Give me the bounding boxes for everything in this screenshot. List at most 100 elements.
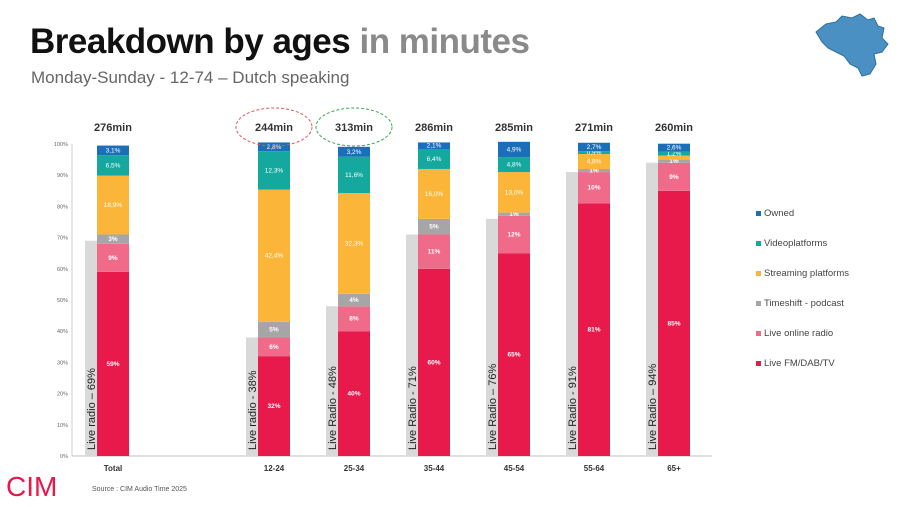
legend-swatch: [756, 211, 761, 216]
segment-value-label: 10%: [587, 185, 600, 192]
segment-value-label: 85%: [667, 320, 680, 327]
x-category-label: 12-24: [264, 464, 285, 473]
total-minutes-label: 313min: [335, 122, 373, 134]
highlight-ellipse: [235, 107, 313, 147]
belgium-map-icon: [815, 13, 889, 77]
segment-value-label: 1%: [509, 211, 519, 218]
legend-label: Streaming platforms: [764, 268, 849, 279]
total-minutes-label: 276min: [94, 122, 132, 134]
x-category-label: 65+: [667, 464, 681, 473]
legend-label: Live FM/DAB/TV: [764, 358, 835, 369]
page-subtitle: Monday-Sunday - 12-74 – Dutch speaking: [31, 68, 350, 87]
bar-segment: [97, 175, 129, 235]
bar-segment: [418, 234, 450, 269]
x-category-label: Total: [104, 464, 123, 473]
bar-segment: [578, 142, 610, 152]
bar-segment: [338, 146, 370, 157]
segment-value-label: 2,6%: [667, 145, 682, 152]
y-tick-label: 80%: [57, 204, 68, 210]
segment-value-label: 6,5%: [106, 162, 121, 169]
bar-segment: [338, 192, 370, 294]
bar-segment: [258, 356, 290, 456]
bar-segment: [258, 189, 290, 322]
segment-value-label: 2,7%: [587, 144, 602, 151]
y-tick-label: 100%: [54, 142, 68, 148]
bar-segment: [418, 268, 450, 456]
legend-label: Videoplatforms: [764, 238, 827, 249]
bar-segment: [658, 190, 690, 457]
bar-segment: [338, 331, 370, 456]
bar-segment: [418, 168, 450, 219]
segment-value-label: 13,0%: [505, 189, 524, 196]
legend-label: Timeshift - podcast: [764, 298, 844, 309]
total-minutes-label: 285min: [495, 122, 533, 134]
segment-value-label: 4,8%: [507, 162, 522, 169]
live-radio-label: Live Radio - 91%: [567, 366, 579, 450]
live-radio-bar: [246, 337, 258, 456]
live-radio-label: Live radio – 69%: [86, 368, 98, 450]
legend-swatch: [756, 301, 761, 306]
live-radio-bar: [85, 240, 97, 456]
segment-value-label: 40%: [347, 391, 360, 398]
bar-segment: [97, 243, 129, 272]
segment-value-label: 4,9%: [507, 146, 522, 153]
total-minutes-label: 286min: [415, 122, 453, 134]
y-tick-label: 30%: [57, 360, 68, 366]
title-main: Breakdown by ages: [30, 22, 351, 61]
live-radio-label: Live Radio – 76%: [487, 364, 499, 450]
bar-segment: [578, 203, 610, 456]
segment-value-label: 16,0%: [425, 191, 444, 198]
page-title: Breakdown by ages in minutes: [30, 22, 530, 62]
bar-segment: [418, 142, 450, 149]
segment-value-label: 12%: [507, 231, 520, 238]
segment-value-label: 2,1%: [427, 143, 442, 150]
segment-value-label: 42,4%: [265, 253, 284, 260]
x-category-label: 35-44: [424, 464, 445, 473]
y-tick-label: 70%: [57, 236, 68, 242]
segment-value-label: 60%: [427, 359, 440, 366]
bar-segment: [498, 253, 530, 456]
y-tick-label: 50%: [57, 298, 68, 304]
segment-value-label: 2,8%: [267, 144, 282, 151]
live-radio-label: Live radio - 38%: [247, 370, 259, 450]
legend-swatch: [756, 271, 761, 276]
segment-value-label: 18,9%: [104, 202, 123, 209]
bar-segment: [658, 159, 690, 163]
live-radio-label: Live Radio - 71%: [407, 366, 419, 450]
bar-segment: [658, 162, 690, 191]
segment-value-label: 6%: [269, 344, 279, 351]
bar-segment: [258, 151, 290, 190]
segment-value-label: 81%: [587, 327, 600, 334]
bar-segment: [338, 306, 370, 332]
segment-value-label: 0,9%: [587, 150, 602, 157]
live-radio-label: Live Radio - 48%: [327, 366, 339, 450]
segment-value-label: 4%: [349, 297, 359, 304]
title-accent: in minutes: [359, 22, 530, 61]
segment-value-label: 32,3%: [345, 240, 364, 247]
live-radio-bar: [646, 162, 658, 456]
segment-value-label: 32%: [267, 403, 280, 410]
segment-value-label: 1,2%: [667, 151, 682, 158]
segment-value-label: 6,4%: [427, 156, 442, 163]
segment-value-label: 12,3%: [265, 167, 284, 174]
segment-value-label: 3,1%: [106, 147, 121, 154]
bar-segment: [97, 234, 129, 244]
bar-segment: [97, 155, 129, 176]
bar-segment: [418, 148, 450, 169]
segment-value-label: 11%: [428, 249, 441, 256]
bar-segment: [498, 172, 530, 213]
live-radio-bar: [406, 234, 418, 456]
segment-value-label: 8%: [349, 316, 359, 323]
live-radio-bar: [486, 218, 498, 456]
segment-value-label: 3,2%: [347, 149, 362, 156]
total-minutes-label: 244min: [255, 122, 293, 134]
bar-segment: [258, 337, 290, 357]
source-note: Source : CIM Audio Time 2025: [92, 486, 187, 493]
x-category-label: 45-54: [504, 464, 525, 473]
total-minutes-label: 260min: [655, 122, 693, 134]
bar-segment: [498, 215, 530, 254]
legend-swatch: [756, 361, 761, 366]
bar-segment: [578, 153, 610, 169]
bar-segment: [338, 293, 370, 307]
